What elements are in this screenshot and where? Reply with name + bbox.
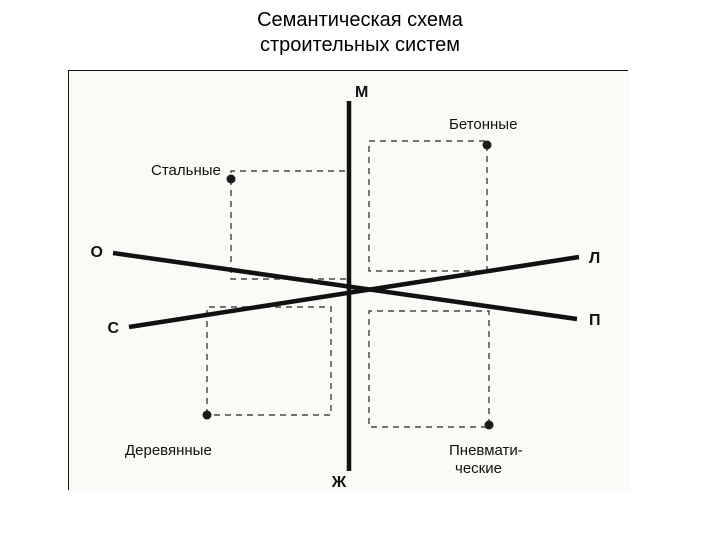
title-line-1: Семантическая схема — [0, 8, 720, 33]
node-dot-pneumatic — [485, 421, 494, 430]
title-line-2: строительных систем — [0, 33, 720, 58]
node-label-concrete: Бетонные — [449, 116, 517, 133]
node-dot-steel — [227, 175, 236, 184]
axis-label: Л — [589, 250, 600, 267]
diagram-frame: М Ж О С Л П Стальные Бетонные Деревянные Пневмати… — [68, 70, 628, 490]
axis-label: С — [107, 320, 119, 337]
axis-label: Ж — [331, 474, 347, 491]
node-label-pneumatic: Пневмати- — [449, 442, 523, 459]
node-dot-concrete — [483, 141, 492, 150]
node-dot-wood — [203, 411, 212, 420]
node-label-wood: Деревянные — [125, 442, 212, 459]
axis-label: М — [355, 84, 368, 101]
axis-label: П — [589, 312, 601, 329]
axis-label: О — [91, 244, 103, 261]
page-title: Семантическая схема строительных систем — [0, 8, 720, 58]
semantic-scheme-diagram: М Ж О С Л П Стальные Бетонные Деревянные Пневмати… — [69, 71, 629, 491]
node-label-steel: Стальные — [151, 162, 221, 179]
node-label2-pneumatic: ческие — [455, 460, 502, 477]
